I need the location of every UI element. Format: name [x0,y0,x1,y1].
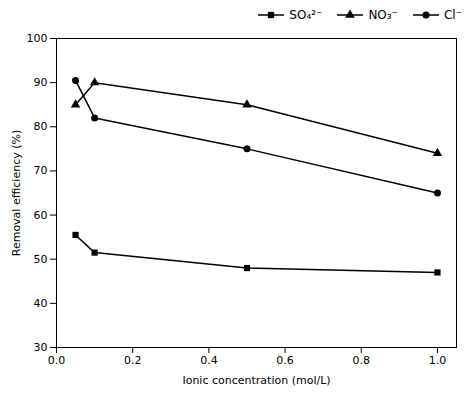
svg-text:0.6: 0.6 [276,354,294,367]
html-text:SO₄²⁻: SO₄²⁻ [289,8,323,22]
svg-text:0.2: 0.2 [124,354,142,367]
svg-text:60: 60 [34,209,48,222]
html-text:NO₃⁻: NO₃⁻ [368,8,398,22]
svg-text:90: 90 [34,76,48,89]
svg-text:0.4: 0.4 [200,354,218,367]
svg-text:30: 30 [34,341,48,354]
svg-text:100: 100 [27,32,48,45]
svg-text:0.8: 0.8 [353,354,371,367]
svg-text:80: 80 [34,120,48,133]
html-text:Cl⁻: Cl⁻ [444,8,462,22]
svg-text:1.0: 1.0 [429,354,447,367]
svg-text:70: 70 [34,164,48,177]
svg-text:0.0: 0.0 [48,354,66,367]
svg-text:Ionic concentration (mol/L): Ionic concentration (mol/L) [182,374,330,387]
svg-text:Removal efficiency (%): Removal efficiency (%) [10,130,23,257]
svg-text:50: 50 [34,253,48,266]
svg-text:40: 40 [34,297,48,310]
